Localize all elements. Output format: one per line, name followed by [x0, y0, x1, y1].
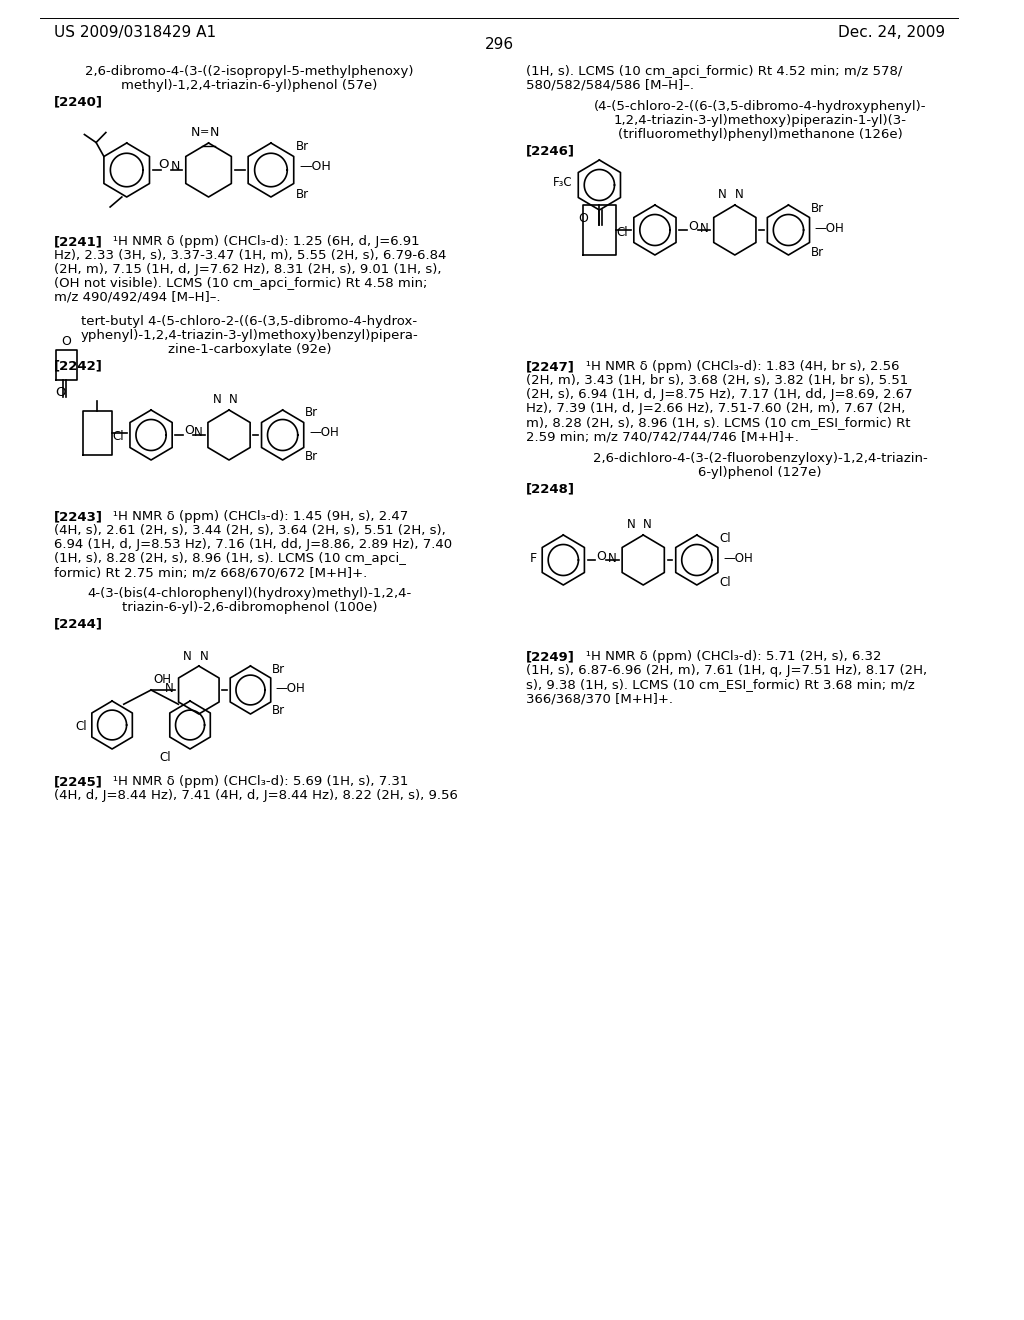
Text: [2241]: [2241] — [53, 235, 102, 248]
Text: Br: Br — [811, 202, 823, 214]
Text: N: N — [699, 222, 709, 235]
Text: Br: Br — [305, 450, 317, 463]
Text: N: N — [735, 187, 743, 201]
Text: N: N — [165, 681, 173, 694]
Text: s), 9.38 (1H, s). LCMS (10 cm_ESI_formic) Rt 3.68 min; m/z: s), 9.38 (1H, s). LCMS (10 cm_ESI_formic… — [526, 678, 915, 690]
Text: 4-(3-(bis(4-chlorophenyl)(hydroxy)methyl)-1,2,4-: 4-(3-(bis(4-chlorophenyl)(hydroxy)methyl… — [87, 587, 412, 601]
Text: O: O — [688, 219, 698, 232]
Text: Cl: Cl — [719, 532, 730, 544]
Text: N: N — [718, 187, 727, 201]
Text: Cl: Cl — [616, 226, 628, 239]
Text: N: N — [171, 161, 180, 173]
Text: Br: Br — [296, 140, 309, 153]
Text: (1H, s), 8.28 (2H, s), 8.96 (1H, s). LCMS (10 cm_apci_: (1H, s), 8.28 (2H, s), 8.96 (1H, s). LCM… — [53, 552, 406, 565]
Text: ¹H NMR δ (ppm) (CHCl₃-d): 5.71 (2H, s), 6.32: ¹H NMR δ (ppm) (CHCl₃-d): 5.71 (2H, s), … — [573, 649, 882, 663]
Text: N: N — [194, 426, 203, 440]
Text: Br: Br — [305, 407, 317, 420]
Text: Hz), 2.33 (3H, s), 3.37-3.47 (1H, m), 5.55 (2H, s), 6.79-6.84: Hz), 2.33 (3H, s), 3.37-3.47 (1H, m), 5.… — [53, 249, 446, 261]
Text: N: N — [210, 125, 219, 139]
Text: ¹H NMR δ (ppm) (CHCl₃-d): 1.83 (4H, br s), 2.56: ¹H NMR δ (ppm) (CHCl₃-d): 1.83 (4H, br s… — [573, 360, 899, 374]
Text: Cl: Cl — [719, 576, 730, 589]
Text: (2H, m), 7.15 (1H, d, J=7.62 Hz), 8.31 (2H, s), 9.01 (1H, s),: (2H, m), 7.15 (1H, d, J=7.62 Hz), 8.31 (… — [53, 263, 441, 276]
Text: (trifluoromethyl)phenyl)methanone (126e): (trifluoromethyl)phenyl)methanone (126e) — [617, 128, 902, 141]
Text: —OH: —OH — [299, 161, 331, 173]
Text: —OH: —OH — [723, 552, 753, 565]
Text: (OH not visible). LCMS (10 cm_apci_formic) Rt 4.58 min;: (OH not visible). LCMS (10 cm_apci_formi… — [53, 277, 427, 290]
Text: Cl: Cl — [113, 430, 124, 444]
Text: m/z 490/492/494 [M–H]–.: m/z 490/492/494 [M–H]–. — [53, 290, 220, 304]
Text: 366/368/370 [M+H]+.: 366/368/370 [M+H]+. — [526, 692, 673, 705]
Text: OH: OH — [153, 673, 171, 686]
Text: Dec. 24, 2009: Dec. 24, 2009 — [839, 25, 945, 40]
Text: 580/582/584/586 [M–H]–.: 580/582/584/586 [M–H]–. — [526, 79, 694, 92]
Text: N: N — [190, 125, 200, 139]
Text: O: O — [55, 387, 67, 400]
Text: (1H, s), 6.87-6.96 (2H, m), 7.61 (1H, q, J=7.51 Hz), 8.17 (2H,: (1H, s), 6.87-6.96 (2H, m), 7.61 (1H, q,… — [526, 664, 928, 677]
Text: O: O — [578, 211, 588, 224]
Text: ¹H NMR δ (ppm) (CHCl₃-d): 1.45 (9H, s), 2.47: ¹H NMR δ (ppm) (CHCl₃-d): 1.45 (9H, s), … — [100, 510, 409, 523]
Text: ¹H NMR δ (ppm) (CHCl₃-d): 5.69 (1H, s), 7.31: ¹H NMR δ (ppm) (CHCl₃-d): 5.69 (1H, s), … — [100, 775, 409, 788]
Text: (4H, d, J=8.44 Hz), 7.41 (4H, d, J=8.44 Hz), 8.22 (2H, s), 9.56: (4H, d, J=8.44 Hz), 7.41 (4H, d, J=8.44 … — [53, 789, 458, 803]
Text: US 2009/0318429 A1: US 2009/0318429 A1 — [53, 25, 216, 40]
Text: Br: Br — [271, 663, 285, 676]
Text: =: = — [200, 127, 209, 137]
Text: methyl)-1,2,4-triazin-6-yl)phenol (57e): methyl)-1,2,4-triazin-6-yl)phenol (57e) — [121, 79, 378, 92]
Text: 1,2,4-triazin-3-yl)methoxy)piperazin-1-yl)(3-: 1,2,4-triazin-3-yl)methoxy)piperazin-1-y… — [613, 114, 906, 127]
Text: m), 8.28 (2H, s), 8.96 (1H, s). LCMS (10 cm_ESI_formic) Rt: m), 8.28 (2H, s), 8.96 (1H, s). LCMS (10… — [526, 416, 910, 429]
Text: N: N — [229, 393, 238, 407]
Text: F₃C: F₃C — [553, 177, 572, 190]
Text: O: O — [596, 549, 606, 562]
Text: 2,6-dichloro-4-(3-(2-fluorobenzyloxy)-1,2,4-triazin-: 2,6-dichloro-4-(3-(2-fluorobenzyloxy)-1,… — [593, 451, 928, 465]
Text: [2247]: [2247] — [526, 360, 575, 374]
Text: N: N — [643, 517, 652, 531]
Text: 2.59 min; m/z 740/742/744/746 [M+H]+.: 2.59 min; m/z 740/742/744/746 [M+H]+. — [526, 430, 799, 444]
Text: —OH: —OH — [815, 222, 845, 235]
Text: (4H, s), 2.61 (2H, s), 3.44 (2H, s), 3.64 (2H, s), 5.51 (2H, s),: (4H, s), 2.61 (2H, s), 3.44 (2H, s), 3.6… — [53, 524, 445, 537]
Text: triazin-6-yl)-2,6-dibromophenol (100e): triazin-6-yl)-2,6-dibromophenol (100e) — [122, 601, 377, 614]
Text: Cl: Cl — [75, 721, 87, 734]
Text: formic) Rt 2.75 min; m/z 668/670/672 [M+H]+.: formic) Rt 2.75 min; m/z 668/670/672 [M+… — [53, 566, 367, 579]
Text: 6.94 (1H, d, J=8.53 Hz), 7.16 (1H, dd, J=8.86, 2.89 Hz), 7.40: 6.94 (1H, d, J=8.53 Hz), 7.16 (1H, dd, J… — [53, 539, 452, 550]
Text: Cl: Cl — [159, 751, 171, 764]
Text: N: N — [627, 517, 636, 531]
Text: [2248]: [2248] — [526, 482, 575, 495]
Text: [2244]: [2244] — [53, 616, 102, 630]
Text: Br: Br — [811, 246, 823, 259]
Text: Hz), 7.39 (1H, d, J=2.66 Hz), 7.51-7.60 (2H, m), 7.67 (2H,: Hz), 7.39 (1H, d, J=2.66 Hz), 7.51-7.60 … — [526, 403, 905, 414]
Text: F: F — [529, 552, 537, 565]
Text: —OH: —OH — [275, 681, 305, 694]
Text: ¹H NMR δ (ppm) (CHCl₃-d): 1.25 (6H, d, J=6.91: ¹H NMR δ (ppm) (CHCl₃-d): 1.25 (6H, d, J… — [100, 235, 420, 248]
Text: [2243]: [2243] — [53, 510, 102, 523]
Text: [2242]: [2242] — [53, 359, 102, 372]
Text: 296: 296 — [484, 37, 514, 51]
Text: [2246]: [2246] — [526, 144, 575, 157]
Text: O: O — [184, 425, 195, 437]
Text: [2245]: [2245] — [53, 775, 102, 788]
Text: (4-(5-chloro-2-((6-(3,5-dibromo-4-hydroxyphenyl)-: (4-(5-chloro-2-((6-(3,5-dibromo-4-hydrox… — [594, 100, 927, 114]
Text: N: N — [183, 649, 191, 663]
Text: tert-butyl 4-(5-chloro-2-((6-(3,5-dibromo-4-hydrox-: tert-butyl 4-(5-chloro-2-((6-(3,5-dibrom… — [82, 315, 418, 327]
Text: (2H, s), 6.94 (1H, d, J=8.75 Hz), 7.17 (1H, dd, J=8.69, 2.67: (2H, s), 6.94 (1H, d, J=8.75 Hz), 7.17 (… — [526, 388, 913, 401]
Text: O: O — [158, 158, 168, 172]
Text: 6-yl)phenol (127e): 6-yl)phenol (127e) — [698, 466, 822, 479]
Text: N: N — [608, 552, 616, 565]
Text: yphenyl)-1,2,4-triazin-3-yl)methoxy)benzyl)pipera-: yphenyl)-1,2,4-triazin-3-yl)methoxy)benz… — [81, 329, 419, 342]
Text: Br: Br — [296, 187, 309, 201]
Text: O: O — [61, 335, 72, 348]
Text: N: N — [213, 393, 221, 407]
Text: [2249]: [2249] — [526, 649, 575, 663]
Text: 2,6-dibromo-4-(3-((2-isopropyl-5-methylphenoxy): 2,6-dibromo-4-(3-((2-isopropyl-5-methylp… — [85, 65, 414, 78]
Text: (1H, s). LCMS (10 cm_apci_formic) Rt 4.52 min; m/z 578/: (1H, s). LCMS (10 cm_apci_formic) Rt 4.5… — [526, 65, 902, 78]
Text: Br: Br — [271, 704, 285, 717]
Text: (2H, m), 3.43 (1H, br s), 3.68 (2H, s), 3.82 (1H, br s), 5.51: (2H, m), 3.43 (1H, br s), 3.68 (2H, s), … — [526, 374, 908, 387]
Text: zine-1-carboxylate (92e): zine-1-carboxylate (92e) — [168, 343, 331, 356]
Text: —OH: —OH — [309, 426, 339, 440]
Text: N: N — [200, 649, 209, 663]
Text: [2240]: [2240] — [53, 95, 102, 108]
